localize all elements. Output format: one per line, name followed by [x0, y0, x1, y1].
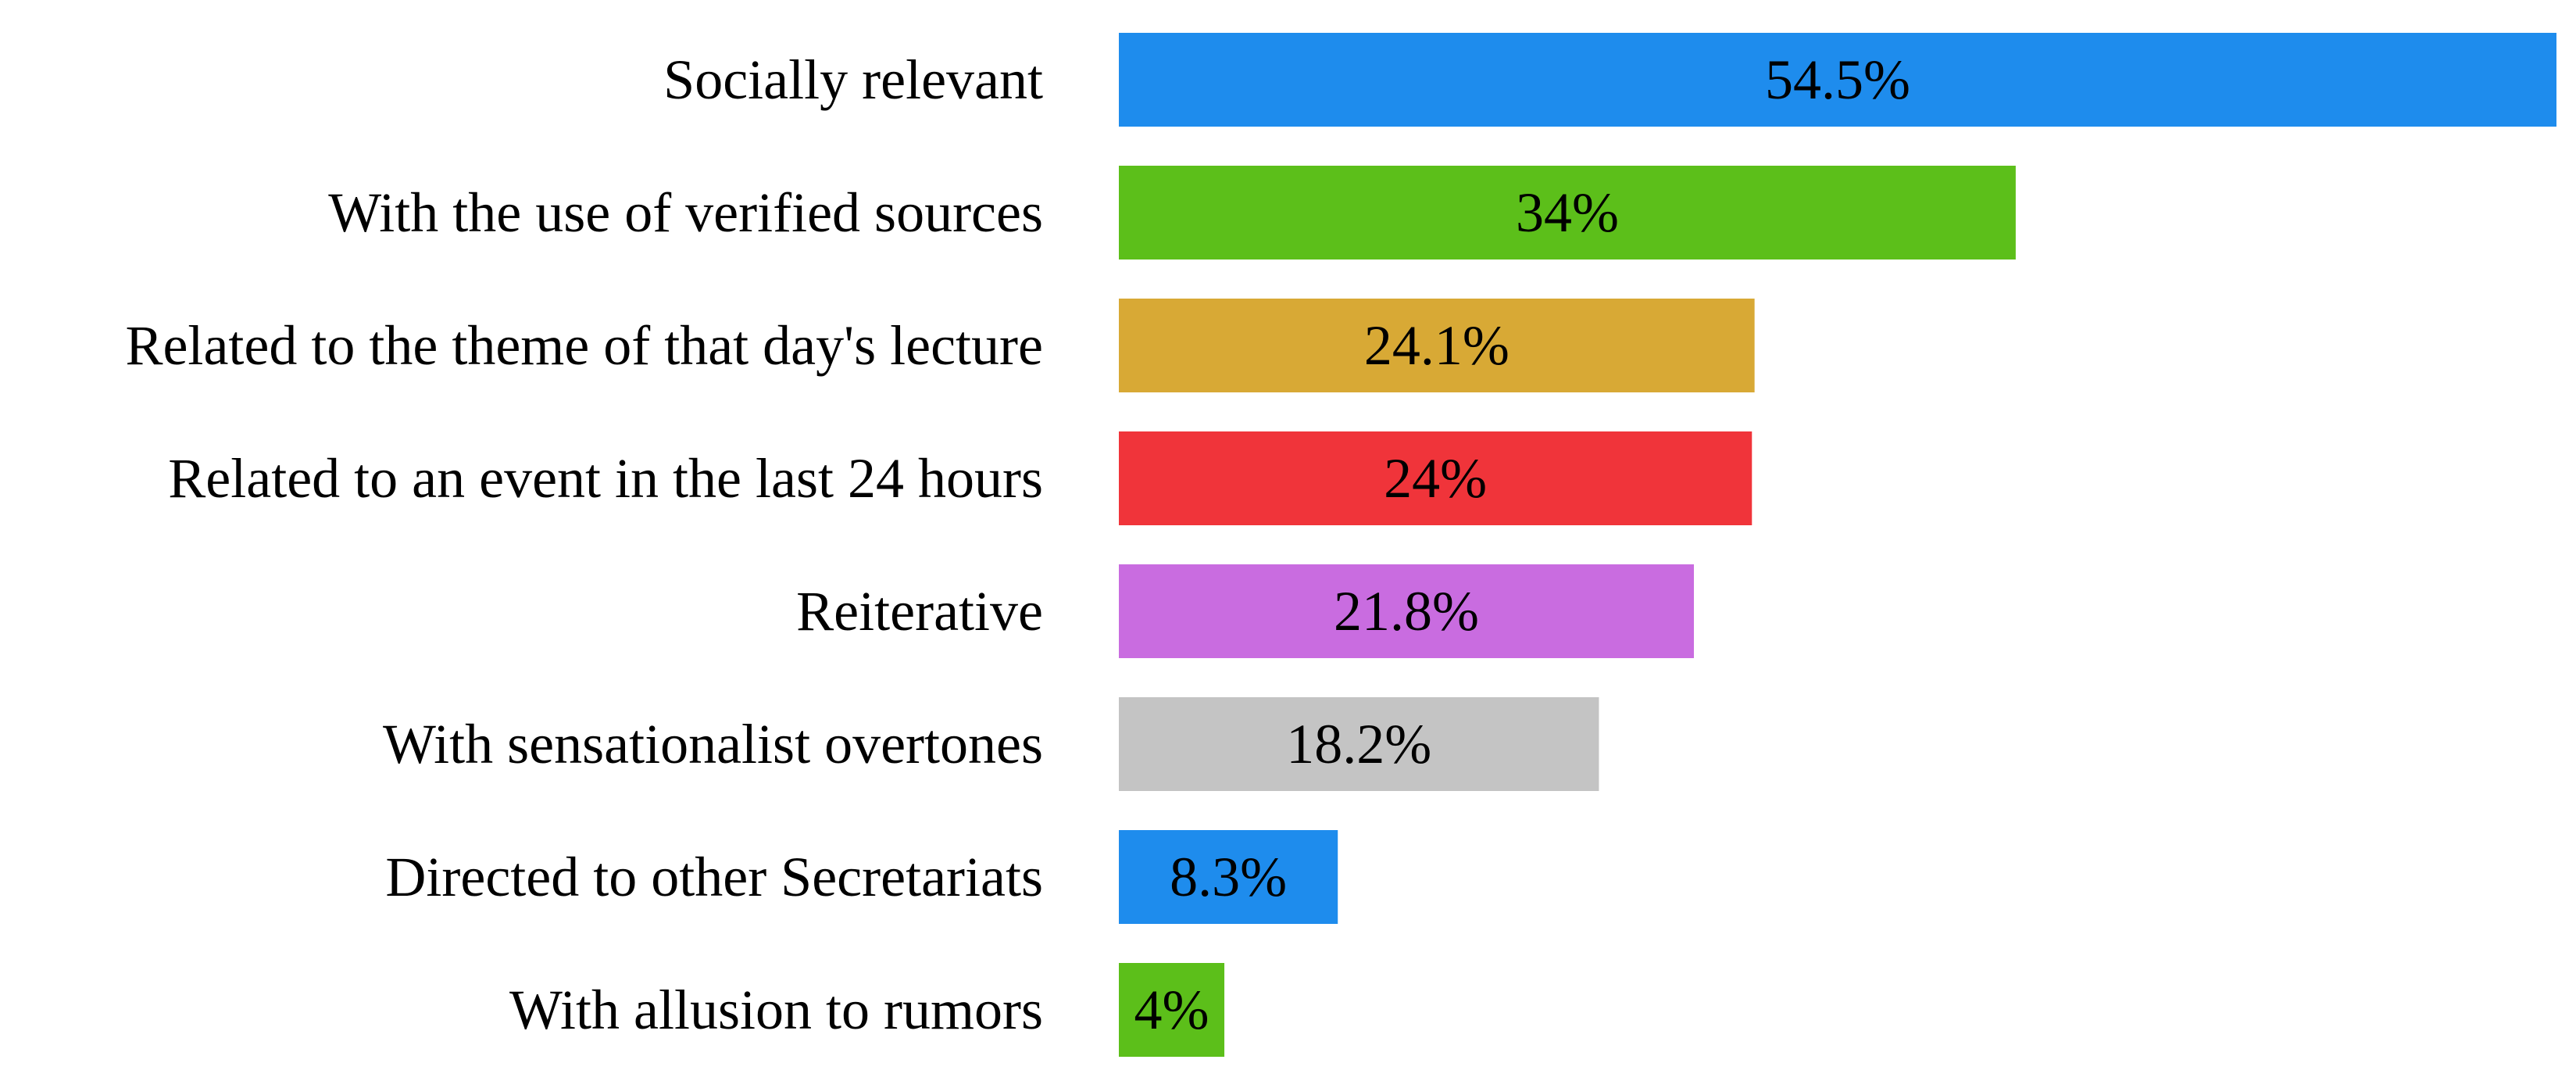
category-label: Directed to other Secretariats [385, 846, 1043, 908]
bar [1119, 33, 2556, 127]
bar-value-label: 21.8% [1334, 580, 1479, 643]
bar [1119, 166, 2016, 260]
category-label: Socially relevant [663, 48, 1043, 111]
bar-value-label: 8.3% [1170, 846, 1287, 908]
bar-value-label: 54.5% [1765, 48, 1910, 111]
bar [1119, 299, 1755, 392]
category-label: With allusion to rumors [509, 979, 1043, 1041]
category-label: Related to the theme of that day's lectu… [125, 314, 1043, 377]
value-labels: 54.5% 34% 24.1% 24% 21.8% 18.2% 8.3% 4% [1134, 48, 1910, 1041]
category-labels: Socially relevant With the use of verifie… [125, 48, 1043, 1041]
bar-value-label: 4% [1134, 979, 1209, 1041]
bar-value-label: 24% [1384, 447, 1487, 510]
bar [1119, 697, 1599, 791]
category-label: With the use of verified sources [328, 181, 1043, 244]
category-label: With sensationalist overtones [383, 713, 1043, 775]
bar [1119, 431, 1752, 525]
bar-value-label: 18.2% [1286, 713, 1431, 775]
bar [1119, 564, 1694, 658]
bar-value-label: 34% [1516, 181, 1619, 244]
bars [1119, 33, 2556, 1057]
category-label: Reiterative [796, 580, 1043, 643]
bar [1119, 963, 1225, 1057]
bar [1119, 830, 1338, 924]
bar-value-label: 24.1% [1364, 314, 1510, 377]
category-label: Related to an event in the last 24 hours [168, 447, 1043, 510]
